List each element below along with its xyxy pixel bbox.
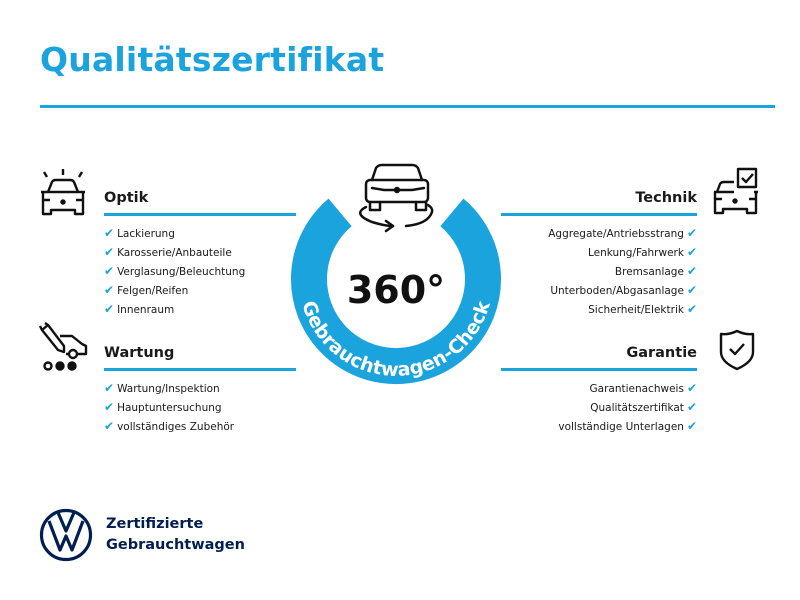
360-check-badge: Gebrauchtwagen-Check 360° bbox=[291, 163, 501, 384]
car-lights-icon bbox=[41, 169, 85, 216]
section-heading: Optik bbox=[104, 190, 149, 206]
list-item: Unterboden/Abgasanlage ✔ bbox=[550, 283, 697, 297]
list-item: ✔ Hauptuntersuchung bbox=[104, 400, 222, 414]
section-heading: Wartung bbox=[104, 345, 175, 361]
list-item: Garantienachweis ✔ bbox=[589, 381, 698, 395]
check-icon: ✔ bbox=[104, 302, 115, 316]
section-underline bbox=[104, 213, 296, 216]
list-item: ✔ Karosserie/Anbauteile bbox=[104, 245, 232, 259]
car-rotate-icon bbox=[359, 163, 434, 233]
list-item: ✔ Lackierung bbox=[104, 226, 175, 240]
logo-text: Zertifizierte Gebrauchtwagen bbox=[106, 516, 245, 553]
check-icon: ✔ bbox=[104, 245, 115, 259]
list-item: Bremsanlage ✔ bbox=[614, 264, 697, 278]
check-icon: ✔ bbox=[104, 419, 115, 433]
list-item: Qualitätszertifikat ✔ bbox=[590, 400, 697, 414]
check-icon: ✔ bbox=[686, 264, 697, 278]
check-icon: ✔ bbox=[104, 226, 115, 240]
car-checkbox-icon bbox=[713, 167, 758, 215]
list-item: vollständige Unterlagen ✔ bbox=[558, 419, 697, 433]
section-underline bbox=[501, 368, 697, 371]
check-icon: ✔ bbox=[686, 419, 697, 433]
list-item: ✔ Wartung/Inspektion bbox=[104, 381, 220, 395]
vw-logo bbox=[39, 508, 93, 562]
check-icon: ✔ bbox=[104, 400, 115, 414]
check-icon: ✔ bbox=[686, 302, 697, 316]
check-icon: ✔ bbox=[686, 245, 697, 259]
section-garantie: Garantie Garantienachweis ✔ Qualitätszert… bbox=[501, 343, 697, 436]
check-icon: ✔ bbox=[686, 400, 697, 414]
check-icon: ✔ bbox=[104, 381, 115, 395]
check-icon: ✔ bbox=[686, 381, 697, 395]
check-icon: ✔ bbox=[686, 226, 697, 240]
check-icon: ✔ bbox=[104, 283, 115, 297]
section-underline bbox=[104, 368, 296, 371]
list-item: ✔ Verglasung/Beleuchtung bbox=[104, 264, 246, 278]
list-item: Aggregate/Antriebsstrang ✔ bbox=[548, 226, 697, 240]
wrench-car-icon bbox=[38, 322, 88, 371]
list-item: ✔ vollständiges Zubehör bbox=[104, 419, 235, 433]
list-item: Lenkung/Fahrwerk ✔ bbox=[587, 245, 697, 259]
360-label: 360° bbox=[347, 268, 445, 312]
list-item: ✔ Felgen/Reifen bbox=[104, 283, 189, 297]
title-divider bbox=[40, 105, 775, 108]
shield-check-icon bbox=[719, 329, 755, 371]
section-wartung: Wartung ✔ Wartung/Inspektion ✔ Hauptunters… bbox=[104, 343, 296, 436]
list-item: ✔ Innenraum bbox=[104, 302, 175, 316]
section-optik: Optik ✔ Lackierung ✔ Karosserie/Anbauteile… bbox=[104, 188, 296, 319]
section-technik: Technik Aggregate/Antriebsstrang ✔ Lenkun… bbox=[501, 188, 697, 319]
list-item: Sicherheit/Elektrik ✔ bbox=[588, 302, 697, 316]
page-title: Qualitätszertifikat bbox=[40, 40, 385, 79]
section-underline bbox=[501, 213, 697, 216]
check-icon: ✔ bbox=[686, 283, 697, 297]
section-heading: Garantie bbox=[626, 345, 697, 361]
ring-arc bbox=[291, 198, 501, 384]
check-icon: ✔ bbox=[104, 264, 115, 278]
section-heading: Technik bbox=[635, 190, 697, 206]
